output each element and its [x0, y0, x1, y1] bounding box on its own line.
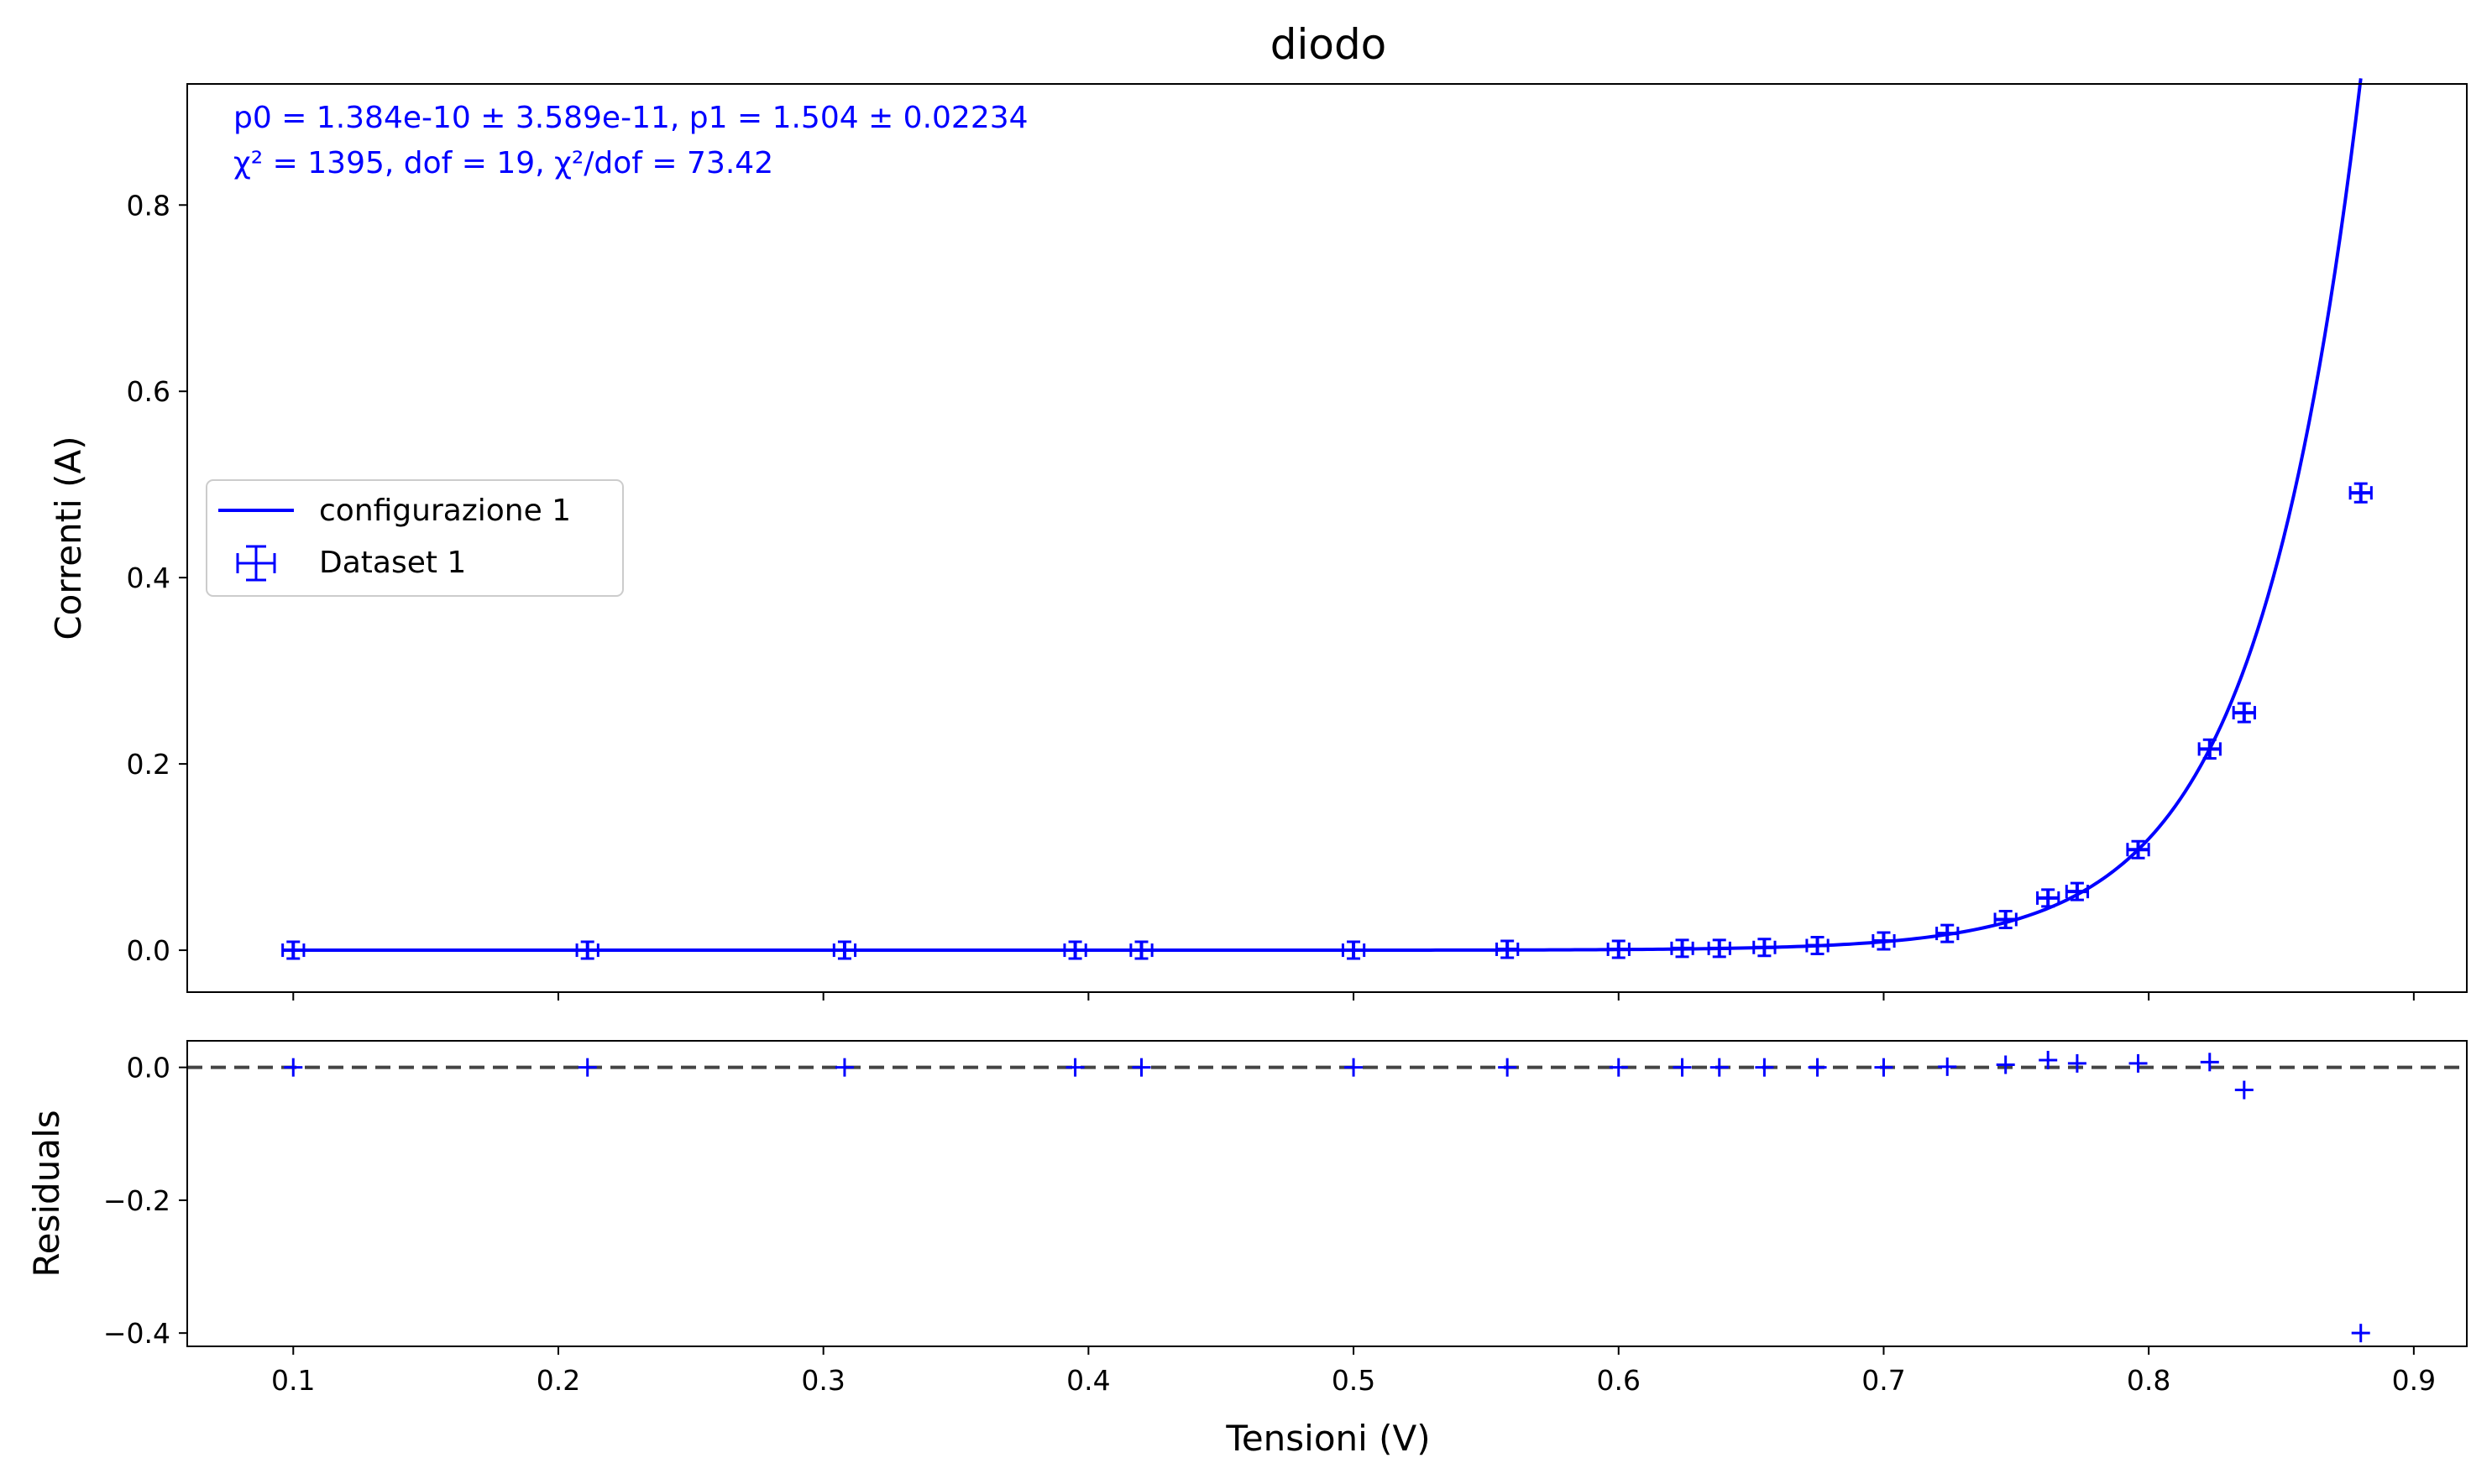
x-axis-label: Tensioni (V)	[1225, 1418, 1430, 1459]
residual-point	[1996, 1055, 2015, 1074]
data-point	[1872, 931, 1896, 951]
y-axis-label-residuals: Residuals	[26, 1110, 67, 1277]
x-tick-label: 0.8	[2127, 1364, 2170, 1397]
x-tick-label: 0.5	[1332, 1364, 1375, 1397]
residual-point	[578, 1058, 597, 1077]
residuals-y-tick-label: 0.0	[127, 1052, 170, 1084]
residuals-panel: 0.0 −0.2 −0.4 0.1 0.2 0.3 0.4 0.5 0.6 0.7 0.8 0.9 R…	[26, 1040, 2468, 1459]
data-point	[2232, 702, 2256, 724]
main-data-points	[281, 482, 2373, 960]
data-point	[1935, 923, 1960, 943]
residual-point	[1709, 1058, 1729, 1077]
main-tick-group: 0.0 0.2 0.4 0.6 0.8	[127, 189, 2415, 1001]
data-point	[1495, 939, 1520, 959]
fit-params-annotation: p0 = 1.384e-10 ± 3.589e-11, p1 = 1.504 ±…	[233, 101, 1029, 135]
residual-point	[1132, 1058, 1151, 1077]
data-point	[2065, 881, 2090, 901]
data-point	[1606, 939, 1631, 959]
chi2-annotation: χ² = 1395, dof = 19, χ²/dof = 73.42	[233, 146, 773, 180]
x-tick-label: 0.1	[271, 1364, 315, 1397]
legend-box	[206, 479, 624, 597]
residual-point	[2200, 1053, 2219, 1072]
x-tick-label: 0.7	[1861, 1364, 1905, 1397]
residual-point	[284, 1058, 303, 1077]
data-point	[2036, 888, 2060, 908]
data-point	[575, 940, 599, 960]
main-y-tick-label: 0.6	[127, 375, 170, 408]
residual-point	[1808, 1058, 1827, 1077]
data-point	[1670, 938, 1694, 959]
data-point	[1752, 938, 1777, 958]
data-point	[2126, 839, 2150, 860]
data-point	[1707, 938, 1731, 959]
residuals-y-tick-label: −0.4	[103, 1317, 170, 1350]
residual-point	[1673, 1058, 1692, 1077]
data-point	[2348, 482, 2373, 504]
residuals-y-tick-label: −0.2	[103, 1184, 170, 1217]
legend-entry-fit: configurazione 1	[319, 494, 571, 528]
residual-point	[2039, 1050, 2058, 1069]
legend-entry-dataset: Dataset 1	[319, 546, 466, 580]
residual-point	[1498, 1058, 1517, 1077]
residual-point	[835, 1058, 854, 1077]
residual-point	[1065, 1058, 1085, 1077]
residuals-tick-group: 0.0 −0.2 −0.4 0.1 0.2 0.3 0.4 0.5 0.6 0.7 0.8 0.9	[103, 1052, 2436, 1397]
main-y-tick-label: 0.2	[127, 748, 170, 781]
data-point	[281, 940, 306, 960]
residual-point	[1609, 1058, 1628, 1077]
data-point	[1341, 940, 1366, 960]
x-tick-label: 0.9	[2392, 1364, 2436, 1397]
x-tick-label: 0.2	[537, 1364, 580, 1397]
data-point	[832, 940, 857, 960]
data-point	[1805, 936, 1830, 956]
data-point	[1993, 909, 2018, 929]
residual-point	[1874, 1058, 1893, 1077]
x-tick-label: 0.6	[1597, 1364, 1641, 1397]
chart-title: diodo	[1270, 20, 1387, 69]
data-point	[1129, 940, 1154, 960]
residuals-data-points	[284, 1050, 2370, 1343]
main-y-tick-label: 0.4	[127, 562, 170, 594]
residual-point	[2351, 1324, 2370, 1343]
residual-point	[2234, 1080, 2254, 1100]
residual-point	[1344, 1058, 1364, 1077]
main-panel: 0.0 0.2 0.4 0.6 0.8 p0 = 1.384e-10 ± 3.589e-…	[48, 78, 2468, 1001]
main-y-tick-label: 0.8	[127, 189, 170, 222]
main-axes-frame	[186, 83, 2468, 993]
x-tick-label: 0.4	[1066, 1364, 1110, 1397]
data-point	[2197, 738, 2222, 760]
residuals-axes-frame	[186, 1040, 2468, 1347]
data-point	[1063, 940, 1087, 960]
residual-point	[2128, 1053, 2148, 1073]
y-axis-label-main: Correnti (A)	[48, 436, 89, 640]
residual-point	[2067, 1053, 2086, 1073]
residual-point	[1755, 1058, 1774, 1077]
legend: configurazione 1 Dataset 1	[206, 479, 624, 597]
x-tick-label: 0.3	[801, 1364, 845, 1397]
main-y-tick-label: 0.0	[127, 934, 170, 967]
residual-point	[1938, 1057, 1957, 1076]
